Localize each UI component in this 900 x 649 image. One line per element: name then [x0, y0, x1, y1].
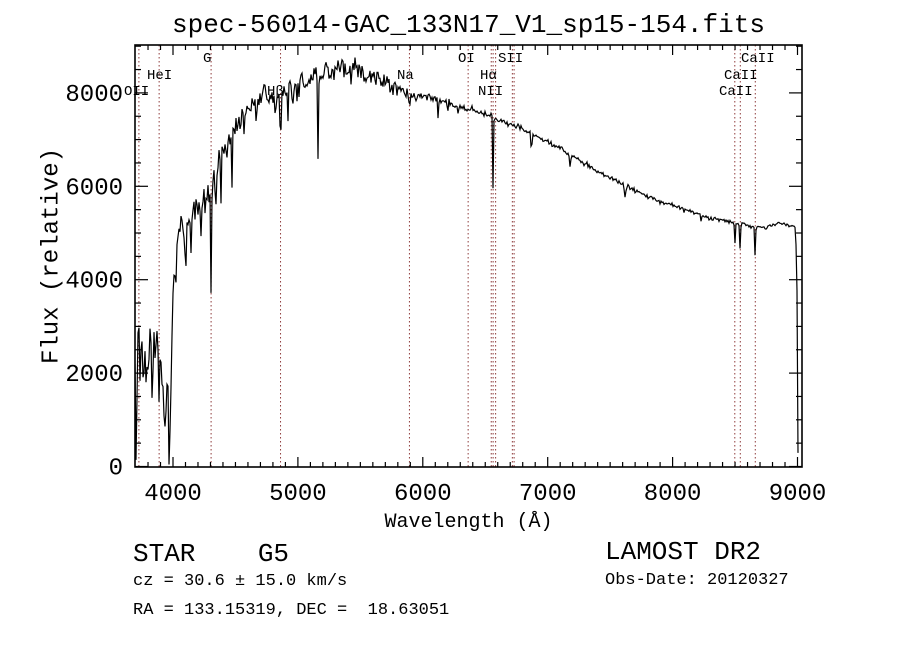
spectral-line-label: Hα: [480, 68, 497, 84]
x-tick-label: 4000: [144, 481, 202, 508]
spectral-line-label: G: [203, 51, 211, 67]
y-tick-label: 6000: [65, 175, 123, 202]
x-tick-label: 8000: [644, 481, 702, 508]
y-tick-label: 2000: [65, 362, 123, 389]
y-tick-label: 4000: [65, 269, 123, 296]
plot-border: [134, 44, 803, 468]
x-tick-label: 7000: [519, 481, 577, 508]
object-class-text: STAR G5: [133, 539, 290, 569]
cz-text: cz = 30.6 ± 15.0 km/s: [133, 572, 348, 591]
x-tick-label: 6000: [394, 481, 452, 508]
spectral-line-label: CaII: [741, 51, 775, 67]
spectral-line-label: CaII: [719, 84, 753, 100]
obs-date-text: Obs-Date: 20120327: [605, 571, 789, 590]
x-tick-label: 9000: [769, 481, 827, 508]
y-tick-label: 8000: [65, 82, 123, 109]
spectral-line-label: CaII: [724, 68, 758, 84]
plot-title: spec-56014-GAC_133N17_V1_sp15-154.fits: [172, 10, 765, 40]
spectral-line-label: NII: [478, 84, 503, 100]
spectral-line-label: Hβ: [267, 84, 284, 100]
spectral-line-label: OII: [124, 84, 149, 100]
spectral-line-label: HeI: [147, 68, 172, 84]
ra-dec-text: RA = 133.15319, DEC = 18.63051: [133, 601, 450, 620]
spectrum-path: [135, 57, 799, 465]
spectral-line-label: Na: [397, 68, 414, 84]
spectral-line-label: OI: [458, 51, 475, 67]
x-axis-label: Wavelength (Å): [384, 511, 553, 534]
survey-text: LAMOST DR2: [605, 537, 762, 567]
y-tick-label: 0: [109, 456, 123, 483]
spectral-line-label: SII: [498, 51, 523, 67]
x-tick-label: 5000: [269, 481, 327, 508]
